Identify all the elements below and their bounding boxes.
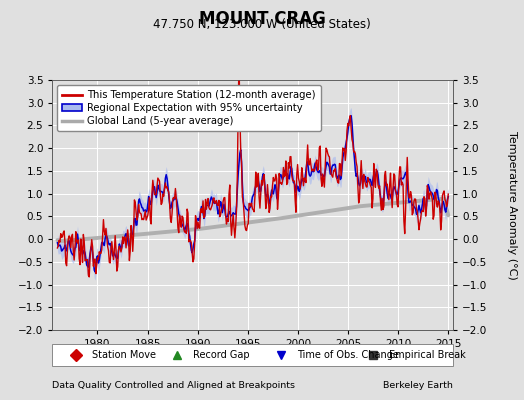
FancyBboxPatch shape xyxy=(52,344,453,366)
Legend: This Temperature Station (12-month average), Regional Expectation with 95% uncer: This Temperature Station (12-month avera… xyxy=(58,85,321,131)
Text: 47.750 N, 123.000 W (United States): 47.750 N, 123.000 W (United States) xyxy=(153,18,371,31)
Text: Berkeley Earth: Berkeley Earth xyxy=(384,381,453,390)
Text: MOUNT CRAG: MOUNT CRAG xyxy=(199,10,325,28)
Text: Empirical Break: Empirical Break xyxy=(389,350,466,360)
Text: Time of Obs. Change: Time of Obs. Change xyxy=(297,350,399,360)
Y-axis label: Temperature Anomaly (°C): Temperature Anomaly (°C) xyxy=(507,131,517,279)
Text: Station Move: Station Move xyxy=(93,350,157,360)
Text: Record Gap: Record Gap xyxy=(193,350,249,360)
Text: Data Quality Controlled and Aligned at Breakpoints: Data Quality Controlled and Aligned at B… xyxy=(52,381,296,390)
